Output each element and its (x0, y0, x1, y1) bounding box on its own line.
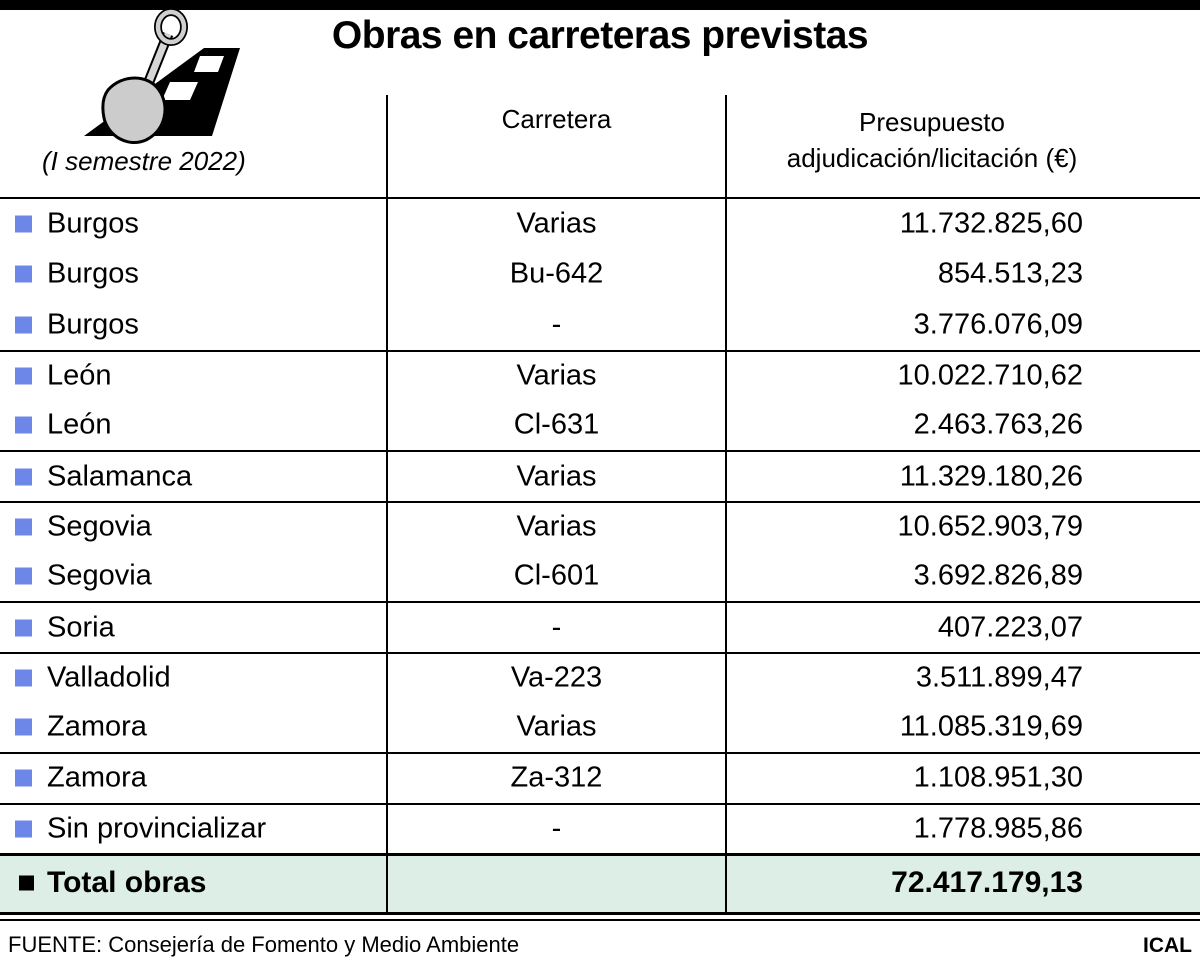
table-row: Sin provincializar - 1.778.985,86 (0, 802, 1200, 853)
province-cell: Zamora (47, 710, 147, 743)
table-row: Burgos Varias 11.732.825,60 (0, 199, 1200, 249)
bullet-icon (15, 567, 32, 585)
agency-credit: ICAL (1143, 934, 1192, 957)
province-cell: Burgos (47, 308, 139, 341)
bullet-icon (15, 416, 32, 434)
province-cell: Soria (47, 611, 115, 644)
table-row: Burgos - 3.776.076,09 (0, 300, 1200, 350)
road-cell: Cl-631 (513, 408, 600, 441)
province-cell: Sin provincializar (47, 812, 267, 845)
amount-cell: 407.223,07 (937, 611, 1083, 644)
road-cell: - (551, 812, 562, 845)
road-cell: - (551, 611, 562, 644)
column-divider (725, 95, 727, 914)
page-title: Obras en carreteras previstas (331, 14, 869, 57)
column-divider (386, 95, 388, 914)
source-text: FUENTE: Consejería de Fomento y Medio Am… (8, 932, 520, 957)
table-row: León Cl-631 2.463.763,26 (0, 400, 1200, 450)
total-amount: 72.417.179,13 (891, 866, 1083, 899)
amount-cell: 11.329.180,26 (899, 460, 1083, 493)
province-cell: Salamanca (47, 460, 193, 493)
bullet-icon (15, 619, 32, 637)
road-cell: Varias (516, 460, 597, 493)
amount-cell: 11.085.319,69 (899, 710, 1083, 743)
column-header-presupuesto-line1: Presupuesto (859, 107, 1005, 137)
road-cell: Varias (516, 710, 597, 743)
column-header-presupuesto: Presupuesto adjudicación/licitación (€) (727, 104, 1137, 176)
amount-cell: 2.463.763,26 (913, 408, 1083, 441)
subtitle: (I semestre 2022) (42, 146, 246, 176)
road-cell: Bu-642 (509, 257, 604, 290)
table-row: Zamora Varias 11.085.319,69 (0, 702, 1200, 752)
bullet-icon (15, 265, 32, 283)
amount-cell: 854.513,23 (937, 257, 1083, 290)
top-bar (0, 0, 1200, 10)
total-label: Total obras (47, 866, 207, 899)
road-cell: - (551, 308, 562, 341)
amount-cell: 3.692.826,89 (913, 559, 1083, 592)
bullet-icon (15, 316, 32, 334)
bullet-icon (15, 215, 32, 233)
amount-cell: 1.778.985,86 (913, 812, 1083, 845)
bullet-icon (15, 518, 32, 536)
table-row: Segovia Varias 10.652.903,79 (0, 500, 1200, 551)
province-cell: Segovia (47, 559, 152, 592)
table-row: Valladolid Va-223 3.511.899,47 (0, 651, 1200, 702)
total-row: Total obras 72.417.179,13 (0, 853, 1200, 912)
table-row: Burgos Bu-642 854.513,23 (0, 249, 1200, 299)
table-body: Burgos Varias 11.732.825,60 Burgos Bu-64… (0, 197, 1200, 853)
province-cell: León (47, 408, 112, 441)
road-cell: Varias (516, 207, 597, 240)
shovel-road-icon (84, 8, 240, 144)
province-cell: Segovia (47, 510, 152, 543)
bullet-icon (15, 718, 32, 736)
total-bullet-icon (19, 875, 34, 891)
road-cell: Cl-601 (513, 559, 600, 592)
road-cell: Va-223 (510, 661, 603, 694)
province-cell: Burgos (47, 257, 139, 290)
column-header-carretera: Carretera (501, 104, 612, 134)
amount-cell: 10.022.710,62 (897, 359, 1083, 392)
amount-cell: 3.511.899,47 (915, 661, 1083, 694)
table-row: León Varias 10.022.710,62 (0, 349, 1200, 400)
table-row: Salamanca Varias 11.329.180,26 (0, 450, 1200, 500)
province-cell: Burgos (47, 207, 139, 240)
road-cell: Za-312 (510, 761, 603, 794)
bullet-icon (15, 820, 32, 838)
bullet-icon (15, 367, 32, 385)
table-bottom-border (0, 912, 1200, 921)
amount-cell: 3.776.076,09 (913, 308, 1083, 341)
bullet-icon (15, 669, 32, 687)
road-cell: Varias (516, 359, 597, 392)
road-cell: Varias (516, 510, 597, 543)
table-row: Zamora Za-312 1.108.951,30 (0, 752, 1200, 802)
table-row: Soria - 407.223,07 (0, 601, 1200, 651)
bullet-icon (15, 468, 32, 486)
bullet-icon (15, 769, 32, 787)
amount-cell: 10.652.903,79 (897, 510, 1083, 543)
table-row: Segovia Cl-601 3.692.826,89 (0, 551, 1200, 601)
province-cell: León (47, 359, 112, 392)
province-cell: Zamora (47, 761, 147, 794)
column-header-presupuesto-line2: adjudicación/licitación (€) (786, 143, 1078, 173)
amount-cell: 1.108.951,30 (913, 761, 1083, 794)
amount-cell: 11.732.825,60 (899, 207, 1083, 240)
province-cell: Valladolid (47, 661, 171, 694)
